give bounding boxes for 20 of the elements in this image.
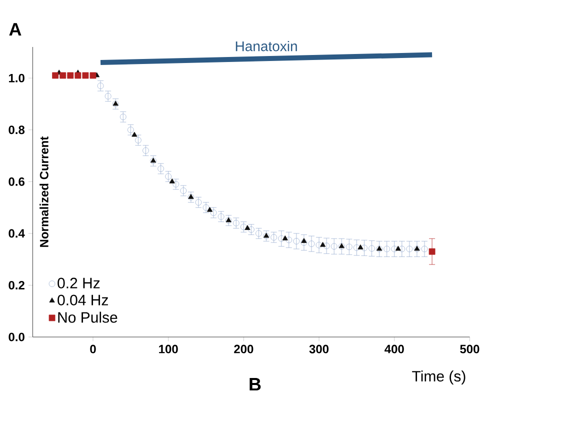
x-tick-label: 300 bbox=[309, 344, 329, 354]
x-tick-label: 0 bbox=[90, 344, 96, 354]
text: B bbox=[250, 378, 261, 390]
y-axis-title: Normalized Current bbox=[40, 136, 48, 247]
y-tick-label: 0.2 bbox=[8, 280, 24, 290]
x-tick-label: 100 bbox=[159, 344, 178, 354]
x-axis-title: Time (s) bbox=[412, 370, 466, 385]
legend-label: 0.04 Hz bbox=[58, 294, 108, 306]
x-tick-label: 400 bbox=[384, 344, 404, 354]
x-tick-label: 200 bbox=[234, 344, 254, 354]
legend-label: No Pulse bbox=[58, 312, 118, 323]
y-tick-label: 0.0 bbox=[8, 332, 24, 342]
y-tick-label: 0.8 bbox=[8, 126, 25, 134]
text: A bbox=[9, 23, 22, 36]
y-tick-label: 0.6 bbox=[8, 177, 24, 186]
legend-label: 0.2 Hz bbox=[58, 278, 100, 288]
y-tick-label: 0.4 bbox=[8, 229, 25, 238]
y-tick-label: 1.0 bbox=[8, 74, 24, 82]
series-label: Hanatoxin bbox=[236, 40, 297, 52]
x-tick-label: 500 bbox=[460, 344, 480, 354]
